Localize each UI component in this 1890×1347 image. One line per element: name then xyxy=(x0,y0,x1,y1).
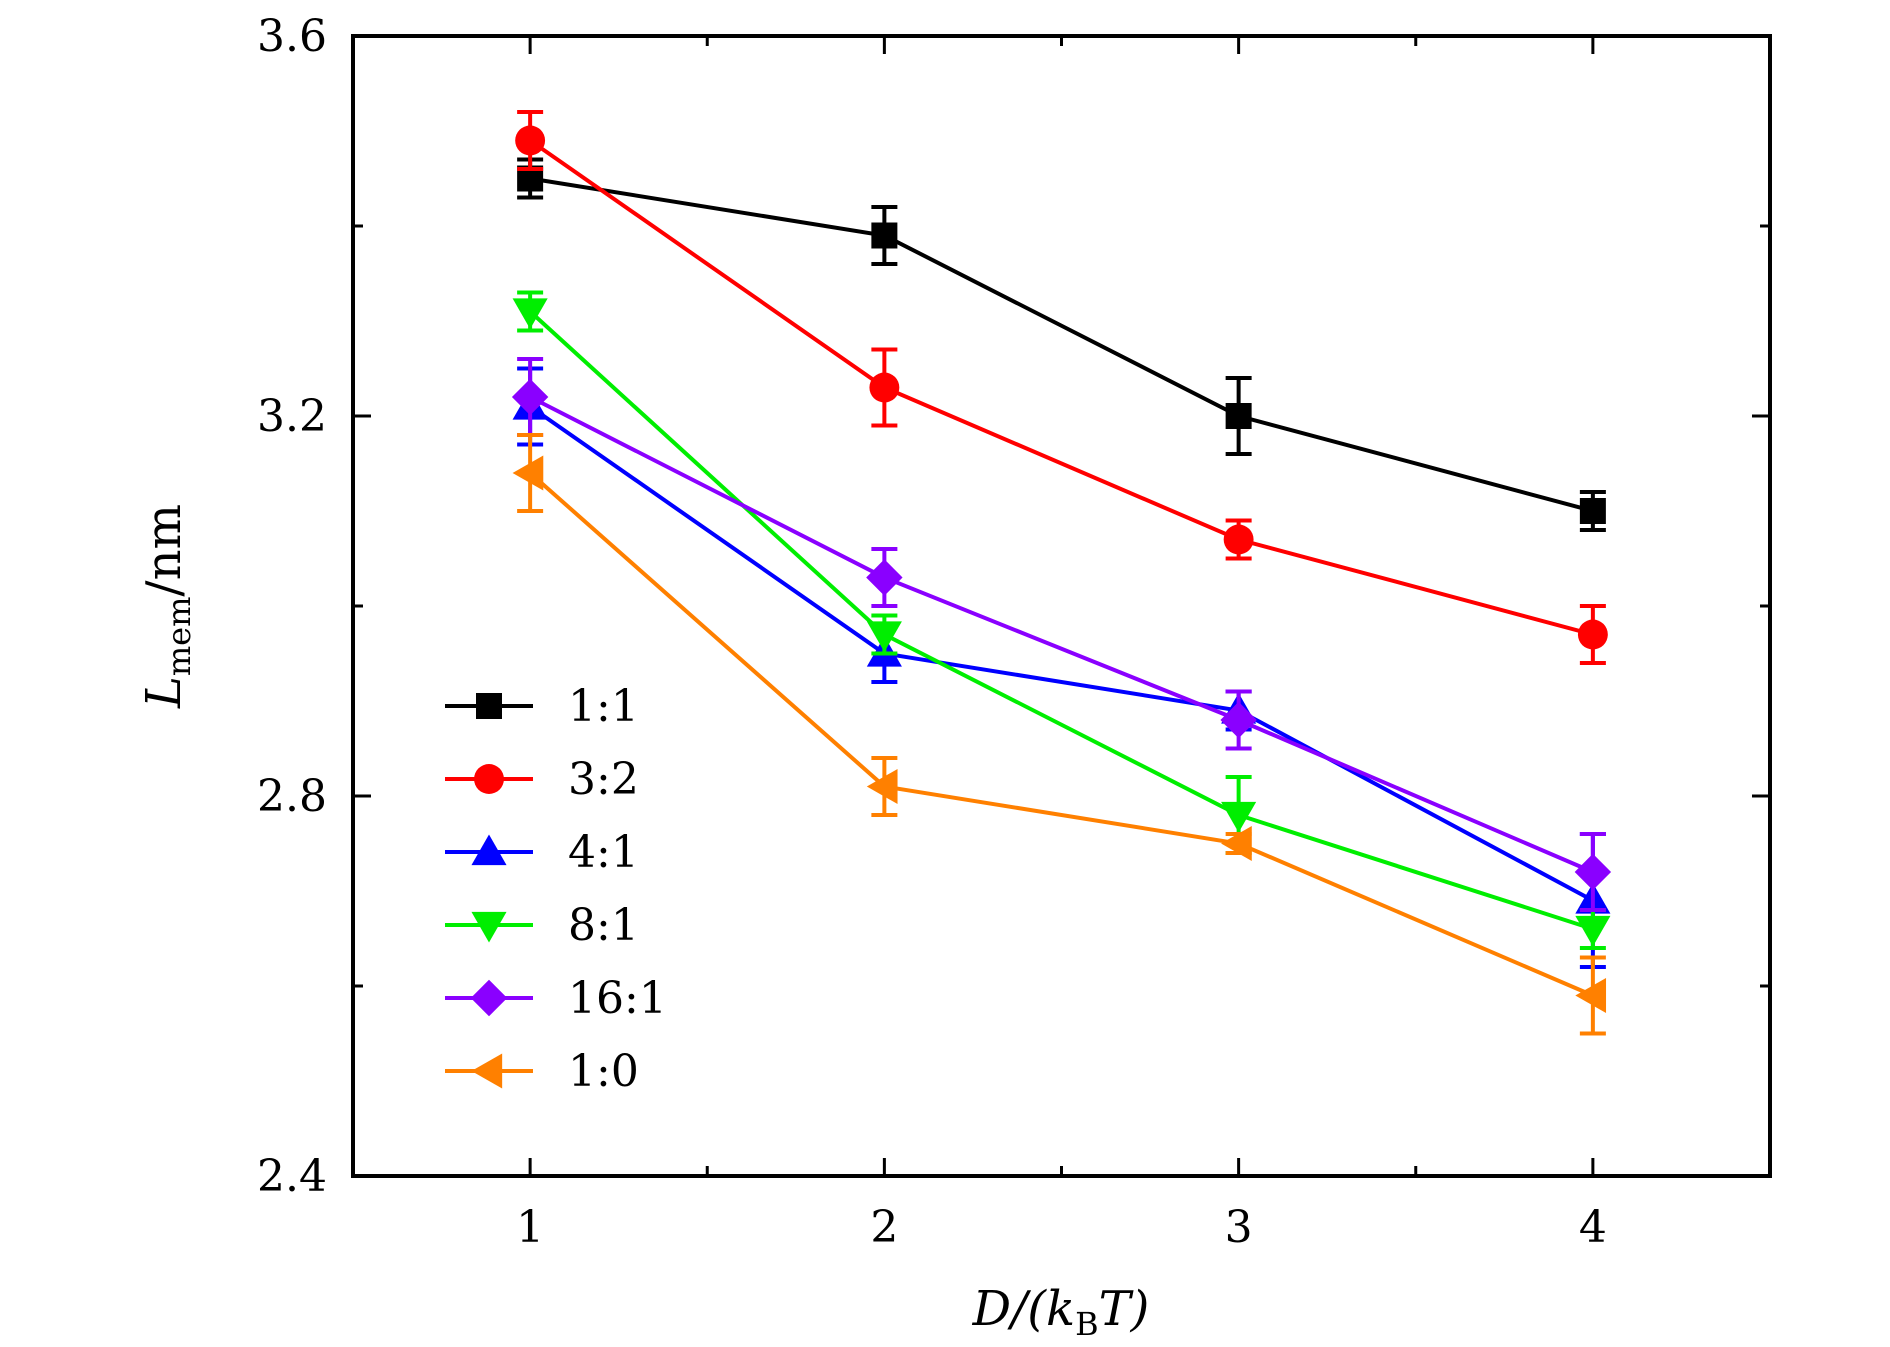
x-tick-label: 3 xyxy=(1225,1202,1253,1253)
series-line xyxy=(528,404,1594,903)
data-point xyxy=(866,768,898,805)
data-point xyxy=(1574,853,1612,891)
legend-label: 8:1 xyxy=(568,900,639,951)
series-line xyxy=(528,138,1594,637)
y-axis-title: Lmem/nm xyxy=(136,504,198,709)
legend-marker xyxy=(471,1053,503,1089)
y-tick-label: 3.6 xyxy=(257,11,327,62)
data-point xyxy=(1579,498,1606,524)
plot-frame xyxy=(351,34,1772,1178)
legend-item: 3:2 xyxy=(445,754,639,805)
series-line xyxy=(529,176,1594,513)
data-point xyxy=(1225,403,1252,429)
data-point xyxy=(866,621,902,653)
y-tick-label: 2.4 xyxy=(257,1151,327,1202)
data-point xyxy=(512,298,548,330)
series-3-2 xyxy=(515,110,1608,665)
axis-ticks xyxy=(353,34,1770,1178)
data-point xyxy=(866,559,903,596)
series-8-1 xyxy=(512,290,1611,950)
legend-label: 16:1 xyxy=(568,973,667,1024)
legend-label: 4:1 xyxy=(568,827,639,878)
legend-item: 1:1 xyxy=(445,681,639,732)
data-point xyxy=(1575,915,1611,947)
series-line xyxy=(528,310,1594,931)
series-4-1 xyxy=(512,366,1611,969)
data-point xyxy=(869,372,900,403)
x-axis-title: D/(kBT) xyxy=(972,1281,1150,1343)
legend-label: 3:2 xyxy=(568,754,639,805)
data-point xyxy=(1223,524,1254,555)
data-point xyxy=(1221,825,1252,862)
legend-label: 1:1 xyxy=(568,681,639,732)
legend-item: 1:0 xyxy=(445,1046,639,1097)
legend-label: 1:0 xyxy=(568,1046,639,1097)
data-point xyxy=(871,222,898,249)
data-point xyxy=(512,455,544,491)
legend-marker xyxy=(471,911,507,943)
data-point xyxy=(511,378,549,416)
plot-series xyxy=(511,110,1612,1036)
y-tick-label: 3.2 xyxy=(257,391,327,442)
data-point xyxy=(1577,619,1608,650)
series-line xyxy=(529,395,1594,874)
data-point xyxy=(1220,701,1257,739)
x-tick-label: 1 xyxy=(516,1202,544,1253)
tick-labels: 1 2 3 4 2.4 2.8 3.2 3.6 xyxy=(257,11,1607,1253)
x-tick-label: 4 xyxy=(1579,1202,1607,1253)
x-tick-label: 2 xyxy=(870,1202,898,1253)
series-line xyxy=(528,471,1594,998)
data-point xyxy=(1575,977,1607,1014)
legend-marker xyxy=(474,764,504,794)
legend-marker xyxy=(470,979,508,1017)
legend-marker xyxy=(471,834,507,866)
data-point xyxy=(1221,801,1257,833)
legend: 1:1 3:2 4:1 8:1 16:1 1:0 xyxy=(445,681,667,1097)
series-16-1 xyxy=(511,357,1612,912)
y-tick-label: 2.8 xyxy=(257,771,327,822)
data-point xyxy=(515,125,546,156)
legend-item: 16:1 xyxy=(445,973,667,1024)
legend-item: 4:1 xyxy=(445,827,639,878)
legend-item: 8:1 xyxy=(445,900,639,951)
legend-marker xyxy=(476,693,502,719)
series-1-0 xyxy=(512,433,1607,1036)
